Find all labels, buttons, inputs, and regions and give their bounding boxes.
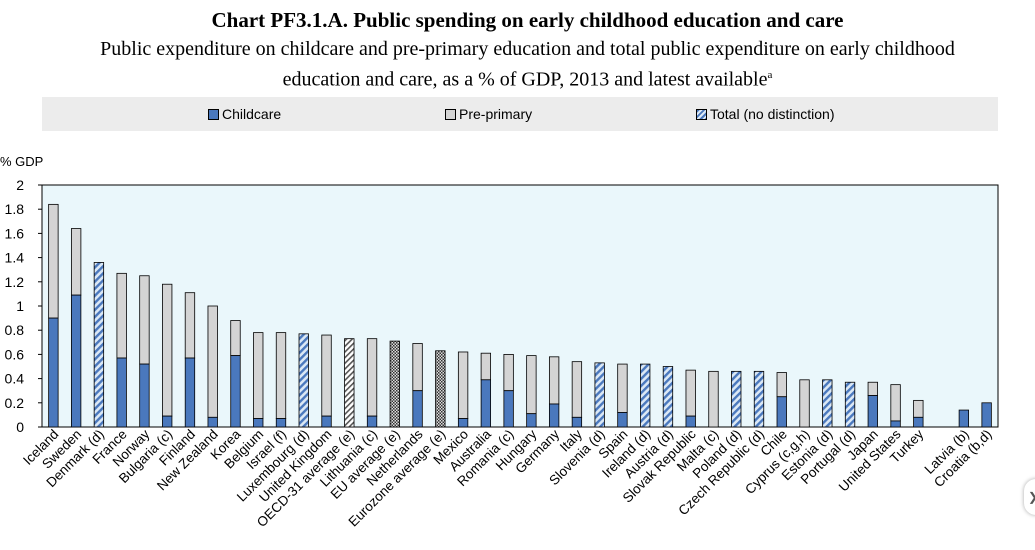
bar-childcare-croatia-b-d (981, 402, 992, 428)
subtitle-line-2: education and care, as a % of GDP, 2013 … (282, 68, 768, 91)
bar-preprimary-bulgaria-c (162, 283, 173, 417)
bar-total-estonia-d (822, 379, 833, 428)
bar-total-portugal-d (844, 381, 856, 428)
bar-preprimary-italy (571, 361, 583, 418)
bar-childcare-united-kingdom (321, 415, 332, 428)
legend-item-childcare: Childcare (208, 106, 281, 122)
bar-childcare-bulgaria-c (162, 415, 173, 428)
legend-item-total: Total (no distinction) (696, 106, 835, 122)
bar-childcare-spain (617, 412, 628, 428)
y-tick-label: 1.2 (5, 274, 25, 290)
bar-childcare-israel-f (275, 418, 287, 428)
bar-preprimary-iceland (48, 203, 59, 319)
bar-childcare-netherlands (412, 390, 423, 428)
bar-childcare-belgium (253, 418, 264, 428)
bar-preprimary-malta-c (708, 370, 719, 428)
bar-childcare-lithuania-c (366, 415, 378, 428)
bar-preprimary-australia (480, 352, 492, 381)
y-tick-label: 0 (16, 419, 24, 435)
bar-childcare-japan (867, 395, 878, 428)
bar-preprimary-slovak-republic (685, 369, 696, 417)
subtitle-footnote-marker: a (767, 69, 773, 81)
subtitle-line-1: Public expenditure on childcare and pre-… (100, 38, 955, 60)
bar-preprimary-korea (230, 320, 241, 357)
chart-legend: Childcare Pre-primary Total (no distinct… (42, 97, 998, 131)
y-tick-label: 1.4 (5, 250, 25, 266)
bar-total-slovenia-d (594, 362, 605, 428)
legend-label-preprimary: Pre-primary (459, 106, 533, 122)
legend-swatch-total (696, 108, 707, 120)
y-tick-label: 1.8 (5, 201, 25, 217)
bar-childcare-iceland (48, 317, 59, 428)
bar-total-poland-d (731, 370, 742, 428)
bar-preprimary-romania-c (503, 353, 514, 392)
bar-childcare-sweden (70, 294, 82, 428)
bar-preprimary-france (116, 272, 127, 359)
bar-childcare-france (116, 357, 127, 428)
bar-childcare-norway (139, 363, 150, 428)
bar-total-oecd-31-average-e (344, 338, 355, 428)
bar-preprimary-chile (776, 372, 787, 398)
bar-childcare-new-zealand (207, 416, 218, 428)
bar-total-austria-d (662, 366, 674, 428)
legend-label-childcare: Childcare (222, 106, 282, 122)
bar-preprimary-turkey (913, 399, 924, 418)
bar-preprimary-spain (617, 363, 628, 413)
y-axis-label: % GDP (0, 154, 44, 169)
y-tick-label: 0.4 (5, 371, 25, 387)
bar-preprimary-hungary (526, 355, 537, 415)
bar-childcare-united-states (890, 420, 901, 428)
y-tick-label: 2 (16, 177, 24, 193)
bar-childcare-chile (776, 396, 787, 428)
legend-item-preprimary: Pre-primary (445, 106, 532, 122)
bar-preprimary-sweden (70, 228, 82, 296)
bar-total-eurozone-average-e (435, 350, 446, 428)
bar-preprimary-germany (548, 356, 560, 405)
bar-preprimary-lithuania-c (366, 338, 378, 417)
legend-label-total: Total (no distinction) (710, 106, 835, 122)
bar-preprimary-united-states (890, 384, 901, 422)
bar-preprimary-cyprus-c-g-h (799, 379, 810, 428)
y-tick-label: 0.6 (5, 346, 25, 362)
legend-swatch-childcare (208, 108, 219, 120)
chevron-icon: ❯ (1028, 490, 1035, 504)
bar-childcare-slovak-republic (685, 415, 696, 428)
bar-total-czech-republic-d (753, 370, 765, 428)
y-tick-label: 0.8 (5, 322, 25, 338)
bar-total-luxembourg-d (298, 333, 309, 428)
bar-childcare-korea (230, 355, 241, 428)
bar-total-ireland-d (640, 363, 651, 428)
bar-preprimary-belgium (253, 332, 264, 419)
bar-preprimary-israel-f (275, 332, 287, 419)
bar-preprimary-norway (139, 275, 150, 365)
bar-preprimary-netherlands (412, 343, 423, 392)
bar-childcare-hungary (526, 413, 537, 428)
bar-preprimary-japan (867, 381, 878, 396)
legend-swatch-preprimary (445, 108, 456, 120)
bar-childcare-germany (548, 403, 560, 428)
bar-childcare-latvia-b (958, 409, 970, 428)
bar-childcare-mexico (457, 418, 469, 428)
bar-childcare-romania-c (503, 390, 514, 428)
bar-total-denmark-d (93, 262, 105, 428)
y-tick-label: 0.2 (5, 395, 25, 411)
chart-subtitle: Public expenditure on childcare and pre-… (20, 36, 1035, 93)
bar-preprimary-new-zealand (207, 305, 218, 418)
bar-childcare-italy (571, 416, 583, 428)
y-tick-label: 1.6 (5, 225, 25, 241)
bar-preprimary-united-kingdom (321, 334, 332, 417)
bar-preprimary-finland (184, 292, 196, 359)
bar-childcare-australia (480, 379, 492, 428)
chart-title: Chart PF3.1.A. Public spending on early … (211, 8, 844, 32)
bar-total-eu-average-e (389, 340, 400, 428)
y-tick-label: 1 (16, 298, 24, 314)
bar-childcare-turkey (913, 416, 924, 428)
scroll-handle[interactable]: ❯ (1024, 479, 1035, 515)
bar-preprimary-mexico (457, 351, 469, 419)
bar-childcare-finland (184, 357, 196, 428)
